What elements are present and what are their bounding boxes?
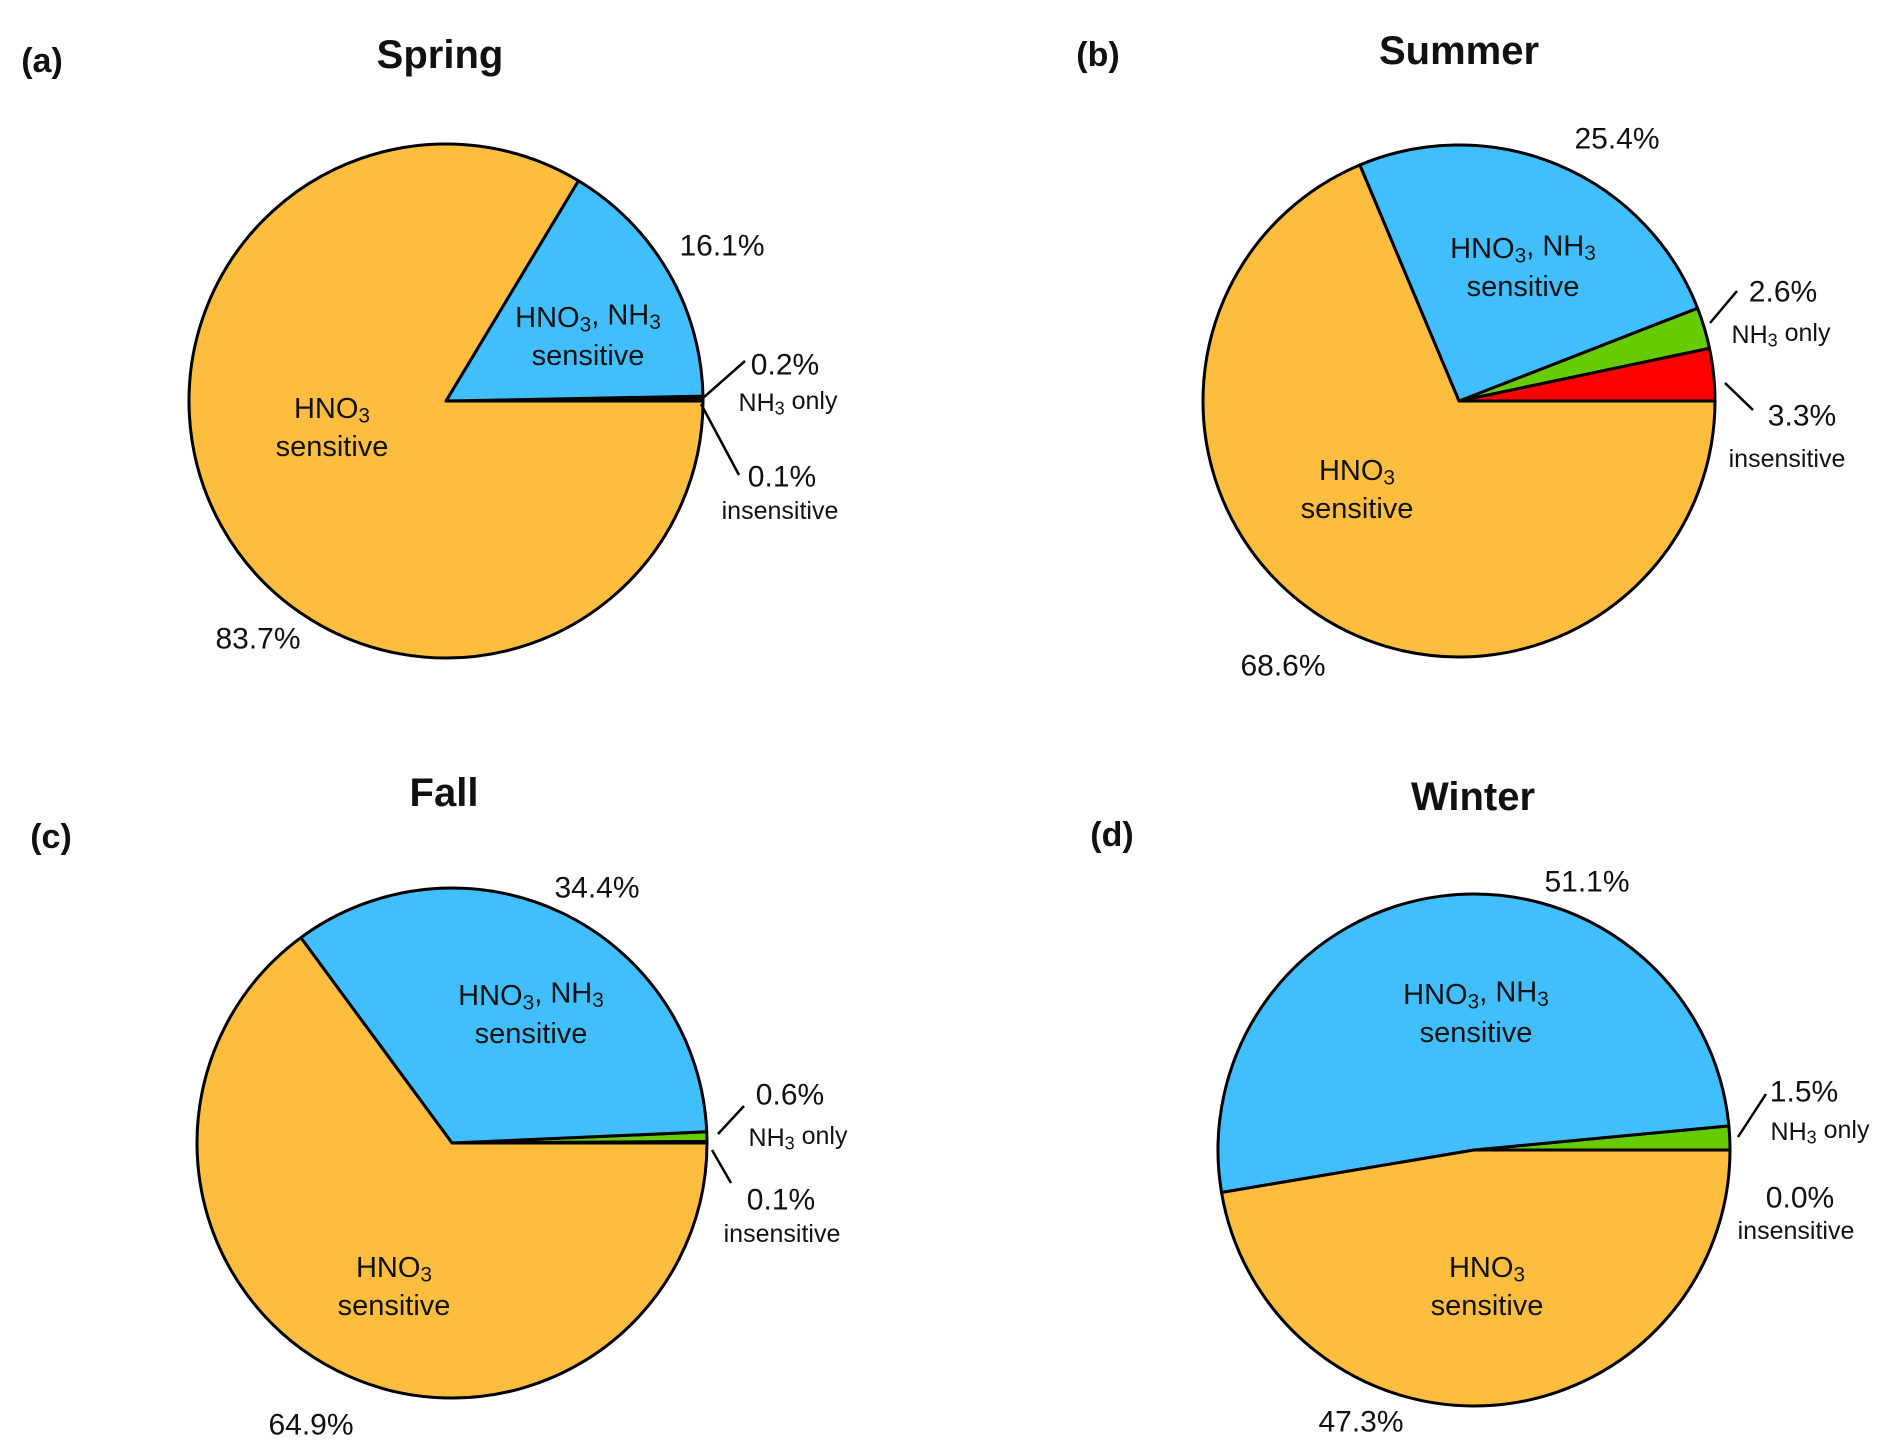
- category-label-insensitive: insensitive: [1729, 445, 1846, 473]
- slice-hno3-sensitive: [1220, 1148, 1732, 1408]
- slice-hno3-sensitive: [195, 936, 709, 1400]
- pct-label-insensitive: 0.1%: [747, 1184, 815, 1217]
- leader-line: [702, 360, 746, 399]
- panel-label: (c): [30, 818, 72, 856]
- slice-hno3-sensitive: [187, 142, 705, 660]
- slice-hno3-nh3-sensitive: [299, 886, 709, 1145]
- pct-label-insensitive: 3.3%: [1768, 400, 1836, 433]
- pct-label-hno3-sensitive: 64.9%: [268, 1409, 353, 1442]
- leader-line: [1724, 382, 1754, 411]
- pct-label-hno3-sensitive: 47.3%: [1318, 1406, 1403, 1439]
- pct-label-hno3-nh3-sensitive: 34.4%: [554, 872, 639, 905]
- panel-label: (b): [1076, 36, 1119, 74]
- category-label-hno3: HNO3: [1319, 455, 1395, 489]
- chart-title: Summer: [1379, 29, 1539, 73]
- category-label-insensitive: insensitive: [724, 1220, 841, 1248]
- pct-label-insensitive: 0.0%: [1766, 1182, 1834, 1215]
- category-label-sensitive: sensitive: [475, 1018, 588, 1050]
- leader-line: [699, 403, 741, 476]
- category-label-hno3-nh3: HNO3, NH3: [1450, 231, 1596, 267]
- slice-hno3-nh3-sensitive: [1216, 892, 1731, 1194]
- category-label-hno3-nh3: HNO3, NH3: [458, 978, 604, 1014]
- pct-label-hno3-sensitive: 83.7%: [215, 623, 300, 656]
- slice-hno3-nh3-sensitive: [444, 179, 705, 403]
- category-label-hno3: HNO3: [294, 393, 370, 427]
- leader-line: [1709, 290, 1738, 324]
- category-label-hno3: HNO3: [1449, 1252, 1525, 1286]
- category-label-nh3-only: NH3 only: [1771, 1116, 1870, 1148]
- category-label-insensitive: insensitive: [1738, 1217, 1855, 1245]
- chart-title: Fall: [410, 771, 479, 815]
- pct-label-hno3-nh3-sensitive: 25.4%: [1574, 123, 1659, 156]
- category-label-insensitive: insensitive: [722, 497, 839, 525]
- pct-label-nh3-only: 0.2%: [751, 349, 819, 382]
- category-label-sensitive: sensitive: [532, 340, 645, 372]
- category-label-sensitive: sensitive: [1301, 493, 1414, 525]
- pct-label-hno3-nh3-sensitive: 51.1%: [1544, 866, 1629, 899]
- pie-chart-spring: (a) Spring 0.1% 0.2% 16.1% 83.7% insensitive NH…: [21, 33, 839, 660]
- category-label-nh3-only: NH3 only: [1732, 319, 1831, 351]
- category-label-sensitive: sensitive: [276, 431, 389, 463]
- category-label-nh3-only: NH3 only: [739, 387, 838, 419]
- pct-label-nh3-only: 1.5%: [1770, 1076, 1838, 1109]
- pct-label-nh3-only: 0.6%: [756, 1079, 824, 1112]
- category-label-hno3: HNO3: [356, 1252, 432, 1286]
- pct-label-insensitive: 0.1%: [748, 461, 816, 494]
- pie-chart-fall: (c) Fall 0.1% 0.6% 34.4% 64.9% insensitive NH3 …: [30, 771, 848, 1442]
- category-label-sensitive: sensitive: [1420, 1017, 1533, 1049]
- category-label-sensitive: sensitive: [338, 1290, 451, 1322]
- panel-label: (d): [1090, 816, 1133, 854]
- pie-chart-winter: (d) Winter 0.0% 1.5% 51.1% 47.3% insensitive NH…: [1090, 775, 1870, 1439]
- chart-title: Winter: [1411, 775, 1535, 819]
- chart-title: Spring: [377, 33, 504, 77]
- category-label-sensitive: sensitive: [1431, 1290, 1544, 1322]
- slice-hno3-sensitive: [1201, 163, 1717, 659]
- slice-hno3-nh3-sensitive: [1358, 143, 1700, 403]
- category-label-hno3-nh3: HNO3, NH3: [1403, 977, 1549, 1013]
- pct-label-nh3-only: 2.6%: [1749, 276, 1817, 309]
- pct-label-hno3-sensitive: 68.6%: [1240, 650, 1325, 683]
- panel-label: (a): [21, 42, 63, 80]
- pct-label-hno3-nh3-sensitive: 16.1%: [679, 230, 764, 263]
- category-label-hno3-nh3: HNO3, NH3: [515, 300, 661, 336]
- leader-line: [717, 1105, 745, 1135]
- category-label-sensitive: sensitive: [1467, 271, 1580, 303]
- leader-line: [710, 1149, 733, 1184]
- leader-line: [1736, 1093, 1768, 1138]
- pie-chart-summer: (b) Summer 3.3% 2.6% 25.4% 68.6% insensitive NH…: [1076, 29, 1845, 683]
- category-label-nh3-only: NH3 only: [749, 1122, 848, 1154]
